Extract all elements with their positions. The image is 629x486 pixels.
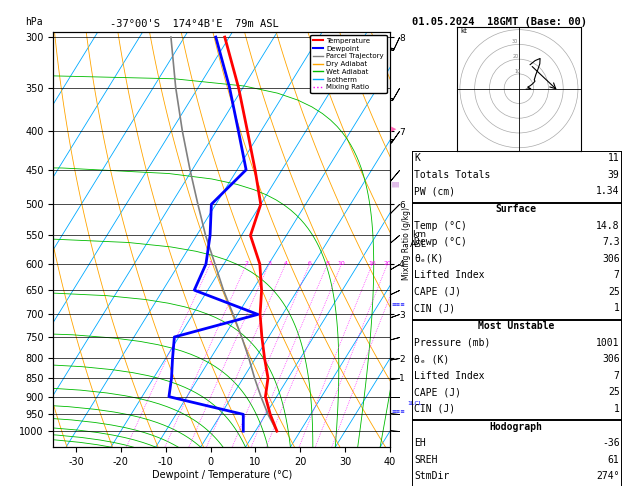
Text: 1: 1: [614, 404, 620, 414]
Text: CAPE (J): CAPE (J): [414, 287, 461, 297]
Text: 25: 25: [608, 287, 620, 297]
Text: Hodograph: Hodograph: [489, 422, 542, 432]
Text: 7.3: 7.3: [602, 237, 620, 247]
Text: kt: kt: [460, 28, 467, 34]
Text: 1.34: 1.34: [596, 186, 620, 196]
Text: 20: 20: [513, 54, 519, 59]
Text: -36: -36: [602, 438, 620, 449]
Text: ||||: ||||: [391, 182, 399, 188]
Text: 25: 25: [608, 387, 620, 398]
Text: 39: 39: [608, 170, 620, 180]
Text: CAPE (J): CAPE (J): [414, 387, 461, 398]
Text: 274°: 274°: [596, 471, 620, 482]
Legend: Temperature, Dewpoint, Parcel Trajectory, Dry Adiabat, Wet Adiabat, Isotherm, Mi: Temperature, Dewpoint, Parcel Trajectory…: [310, 35, 386, 93]
Text: K: K: [414, 153, 420, 163]
Text: Most Unstable: Most Unstable: [477, 321, 554, 331]
Title: -37°00'S  174°4B'E  79m ASL: -37°00'S 174°4B'E 79m ASL: [111, 19, 279, 30]
Text: 20: 20: [384, 261, 391, 266]
Text: Temp (°C): Temp (°C): [414, 221, 467, 231]
Text: 7: 7: [614, 270, 620, 280]
Text: 3: 3: [267, 261, 271, 266]
Text: Lifted Index: Lifted Index: [414, 371, 484, 381]
Text: EH: EH: [414, 438, 426, 449]
Text: hPa: hPa: [25, 17, 43, 27]
Text: 14.8: 14.8: [596, 221, 620, 231]
Text: SREH: SREH: [414, 455, 437, 465]
Text: Totals Totals: Totals Totals: [414, 170, 490, 180]
Text: 6: 6: [308, 261, 311, 266]
Text: CIN (J): CIN (J): [414, 404, 455, 414]
Text: StmDir: StmDir: [414, 471, 449, 482]
Y-axis label: km
ASL: km ASL: [410, 230, 427, 249]
Text: 1: 1: [614, 303, 620, 313]
Text: 7: 7: [614, 371, 620, 381]
Text: 16: 16: [369, 261, 376, 266]
Text: 2: 2: [245, 261, 248, 266]
Text: Pressure (mb): Pressure (mb): [414, 338, 490, 348]
Text: Surface: Surface: [495, 204, 537, 214]
Text: 1001: 1001: [596, 338, 620, 348]
Text: 306: 306: [602, 354, 620, 364]
Text: Mixing Ratio (g/kg): Mixing Ratio (g/kg): [402, 207, 411, 279]
Text: θₑ (K): θₑ (K): [414, 354, 449, 364]
Text: 1LCL: 1LCL: [407, 401, 422, 406]
X-axis label: Dewpoint / Temperature (°C): Dewpoint / Temperature (°C): [152, 469, 292, 480]
Text: ▶: ▶: [391, 126, 397, 132]
Text: 10: 10: [338, 261, 345, 266]
Text: 4: 4: [284, 261, 287, 266]
Text: 8: 8: [326, 261, 330, 266]
Text: ≡≡≡: ≡≡≡: [391, 408, 405, 413]
Text: PW (cm): PW (cm): [414, 186, 455, 196]
Text: Lifted Index: Lifted Index: [414, 270, 484, 280]
Text: 01.05.2024  18GMT (Base: 00): 01.05.2024 18GMT (Base: 00): [412, 17, 587, 27]
Text: 11: 11: [608, 153, 620, 163]
Text: 10: 10: [515, 69, 521, 74]
Text: 61: 61: [608, 455, 620, 465]
Text: 30: 30: [511, 39, 518, 44]
Text: Dewp (°C): Dewp (°C): [414, 237, 467, 247]
Text: θₑ(K): θₑ(K): [414, 254, 443, 264]
Text: 1: 1: [208, 261, 212, 266]
Text: CIN (J): CIN (J): [414, 303, 455, 313]
Text: ≡≡≡: ≡≡≡: [391, 301, 405, 306]
Text: 306: 306: [602, 254, 620, 264]
